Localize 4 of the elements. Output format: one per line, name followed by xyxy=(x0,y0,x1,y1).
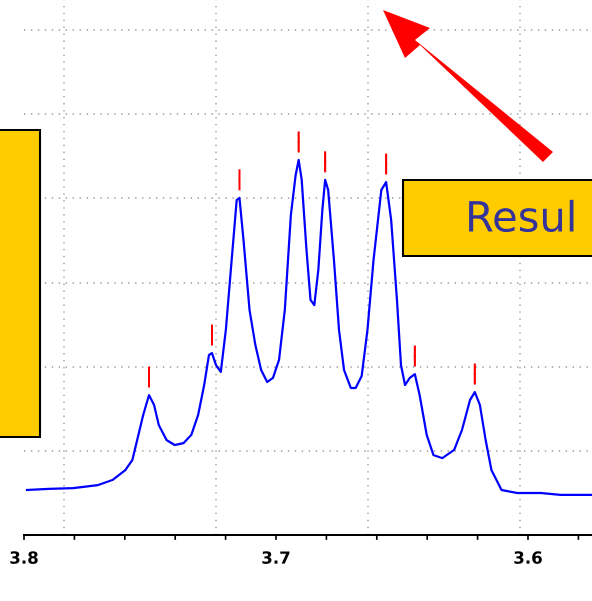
x-tick-label: 3.6 xyxy=(514,551,542,564)
x-tick-label: 3.8 xyxy=(10,551,38,564)
x-tick-label: 3.7 xyxy=(262,551,290,564)
annotation: Resul xyxy=(469,200,574,232)
